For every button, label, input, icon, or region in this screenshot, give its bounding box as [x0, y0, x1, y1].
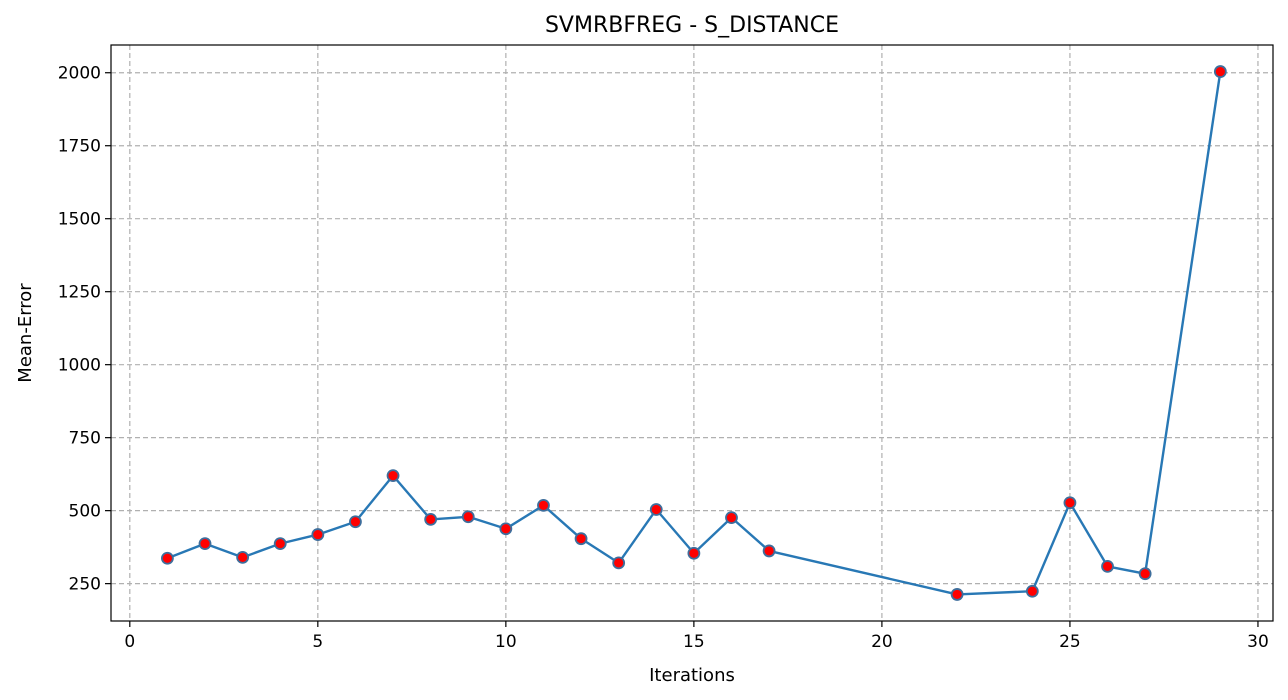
x-axis-label: Iterations — [649, 665, 735, 686]
grid — [111, 45, 1273, 621]
x-tick-label: 25 — [1059, 632, 1081, 652]
data-point — [1213, 65, 1227, 78]
data-point — [386, 469, 400, 483]
data-point — [236, 550, 250, 564]
data-point — [762, 544, 776, 558]
data-point — [1138, 567, 1152, 581]
data-point — [612, 556, 626, 570]
chart-title: SVMRBFREG - S_DISTANCE — [545, 13, 839, 38]
data-point — [649, 503, 663, 516]
data-point — [574, 532, 588, 546]
y-tick-label: 500 — [69, 502, 101, 522]
data-point — [1063, 496, 1077, 510]
plot-frame — [110, 44, 1274, 622]
y-tick-label: 1750 — [58, 137, 101, 157]
y-tick-label: 1250 — [58, 283, 101, 303]
x-tick-label: 5 — [312, 632, 323, 652]
data-point — [950, 588, 964, 601]
y-tick-label: 1000 — [58, 356, 101, 376]
x-tick-label: 15 — [683, 632, 705, 652]
y-tick-label: 1500 — [58, 210, 101, 230]
data-point — [461, 510, 475, 524]
axis-ticks: 0 5 10 15 20 25 30 250 500 750 1000 1250 1500 1750 200… — [58, 64, 1269, 652]
data-point — [1025, 584, 1039, 598]
x-tick-label: 0 — [124, 632, 135, 652]
data-point — [499, 522, 513, 536]
data-point — [349, 515, 362, 529]
data-point — [161, 551, 174, 565]
data-point — [424, 513, 438, 526]
data-point — [687, 546, 701, 560]
data-point — [273, 537, 287, 551]
data-point — [537, 498, 550, 512]
y-tick-label: 250 — [69, 575, 101, 595]
x-tick-label: 30 — [1247, 632, 1269, 652]
data-point — [725, 511, 738, 525]
y-tick-label: 750 — [69, 429, 101, 449]
data-point — [311, 528, 325, 541]
y-tick-label: 2000 — [58, 64, 101, 84]
data-point — [198, 537, 212, 551]
y-axis-label: Mean-Error — [15, 283, 36, 383]
x-tick-label: 10 — [495, 632, 517, 652]
x-tick-label: 20 — [871, 632, 893, 652]
data-point-markers — [161, 65, 1227, 601]
data-point — [1101, 560, 1114, 573]
